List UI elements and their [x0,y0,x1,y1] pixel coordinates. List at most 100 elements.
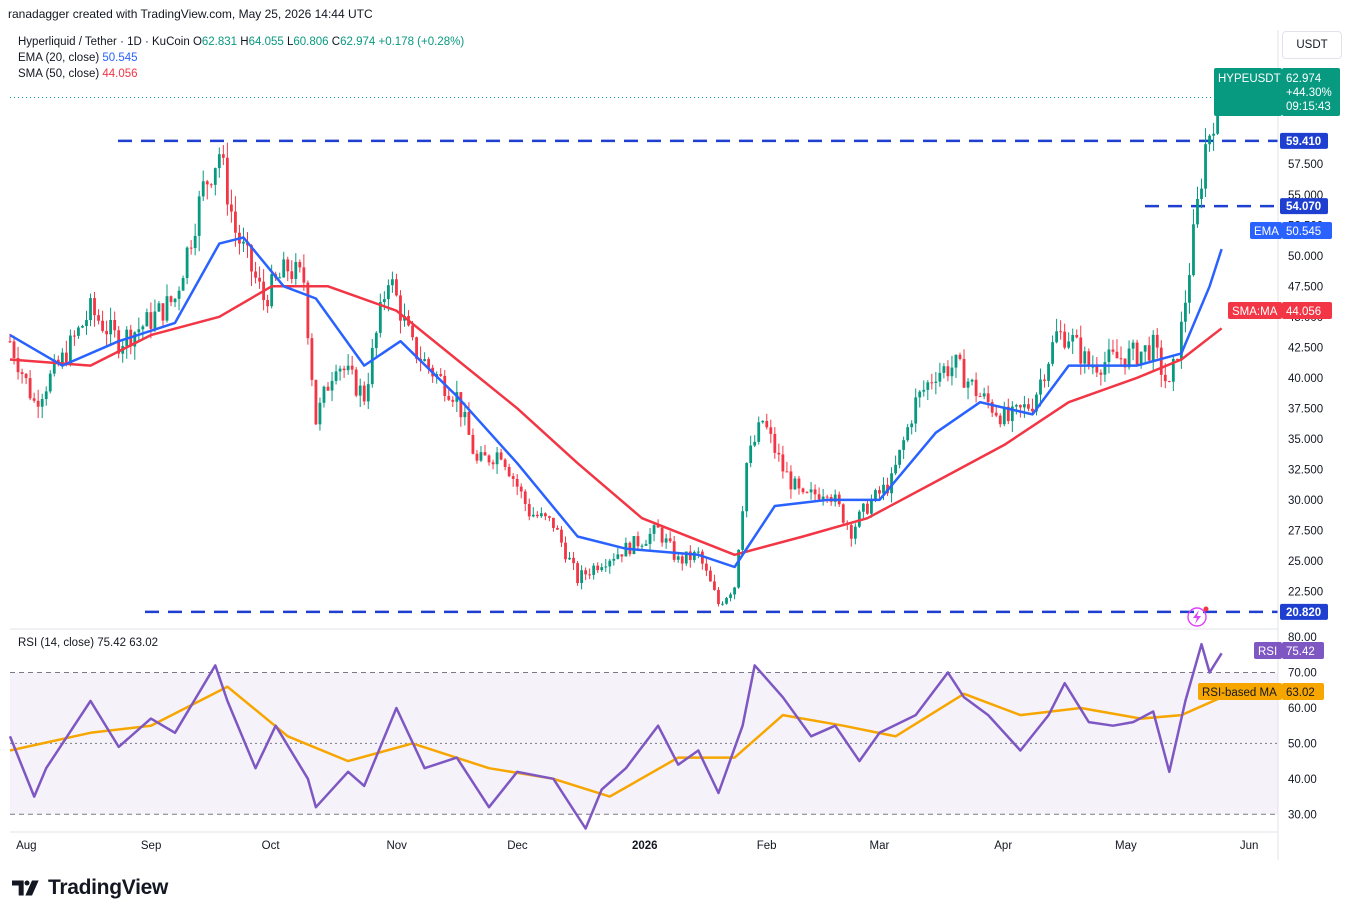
candle-body [717,589,720,604]
candle-body [535,514,539,517]
rsima-tag-value: 63.02 [1286,687,1315,699]
candle-body [1039,379,1042,395]
candle-body [612,558,616,561]
candle-body [378,302,382,333]
ema-label: EMA (20, close) [18,52,100,64]
candle-body [644,543,648,546]
candle-body [399,295,402,321]
candle-body [318,402,322,425]
candle-body [362,385,366,402]
candle-body [1127,348,1131,368]
sma-label: SMA (50, close) [18,68,100,80]
candle-body [942,366,946,373]
rsi-tag-value-box [1282,642,1324,659]
candle-body [40,399,44,407]
candle-body [326,386,330,391]
candle-body [507,466,511,477]
candle-body [322,386,326,403]
candle-body [213,168,217,185]
rsima-tag-value-box [1282,683,1324,700]
sma-value: 44.056 [102,68,138,80]
candle-body [161,303,165,321]
price-tick-label: 25.000 [1288,556,1323,568]
candle-body [946,366,950,377]
candle-body [1010,406,1014,422]
candle-body [209,184,213,186]
candle-body [459,392,463,418]
candle-body [934,381,938,383]
candle-body [153,311,157,329]
candle-body [998,415,1002,425]
candle-body [1204,144,1207,189]
candle-body [439,374,443,376]
candle-body [902,440,906,450]
candle-body [229,204,233,212]
price-tick-label: 37.500 [1288,403,1323,415]
time-tick-label: Oct [262,840,281,852]
candle-body [539,513,543,517]
candle-body [588,574,592,576]
brand-name: TradingView [48,876,169,899]
candle-body [737,549,740,588]
candle-body [36,400,40,407]
candle-body [870,500,873,514]
candle-body [423,359,427,361]
candle-body [986,393,990,403]
candle-body [761,420,765,423]
candle-body [709,570,712,582]
price-tick-label: 30.000 [1288,495,1323,507]
candle-body [1043,379,1046,381]
sma-line [9,285,1223,557]
candle-body [978,396,982,398]
candle-body [1115,351,1119,359]
price-pane [8,75,1278,614]
lightning-icon[interactable] [1187,606,1209,627]
candle-body [781,454,785,472]
candle-body [817,494,821,500]
candle-body [93,298,96,316]
sma-tag-label: SMA:MA [1232,306,1278,318]
candle-body [584,570,588,575]
sma-tag-value: 44.056 [1286,306,1321,318]
candle-body [310,338,314,380]
candle-body [745,463,749,512]
price-tick-label: 27.500 [1288,525,1323,537]
candle-body [346,365,350,371]
currency-button[interactable]: USDT [1282,31,1342,59]
candle-body [1067,341,1071,348]
candle-body [1091,366,1095,368]
level-tag-label: 59.410 [1286,136,1321,148]
candle-body [491,462,495,465]
candle-body [290,271,294,279]
candle-body [64,352,68,364]
candle-body [1047,363,1050,381]
rsi-line [8,642,1223,830]
ema-row: EMA (20, close) 50.545 [18,50,464,66]
candle-body [1119,358,1123,360]
candle-body [8,341,12,343]
candle-body [809,489,813,493]
candle-body [169,296,173,303]
candle-body [777,452,781,455]
candle-body [1063,331,1067,348]
candle-body [608,560,612,567]
price-tag-box [1282,68,1340,116]
candle-body [1035,394,1038,412]
candle-body [543,513,547,517]
candle-body [447,395,451,400]
candle-body [580,570,584,584]
candle-body [801,488,805,493]
candle-body [1188,275,1191,303]
time-tick-label: Feb [757,840,777,852]
candle-body [906,427,910,441]
candle-body [1159,347,1163,375]
sma-tag-value-box [1282,302,1332,319]
candle-body [922,389,926,392]
candle-body [197,196,201,236]
candle-body [254,271,257,278]
candle-body [994,412,998,416]
candle-body [499,452,503,460]
candle-body [1123,358,1127,368]
candle-body [511,476,515,479]
candle-body [874,490,877,501]
